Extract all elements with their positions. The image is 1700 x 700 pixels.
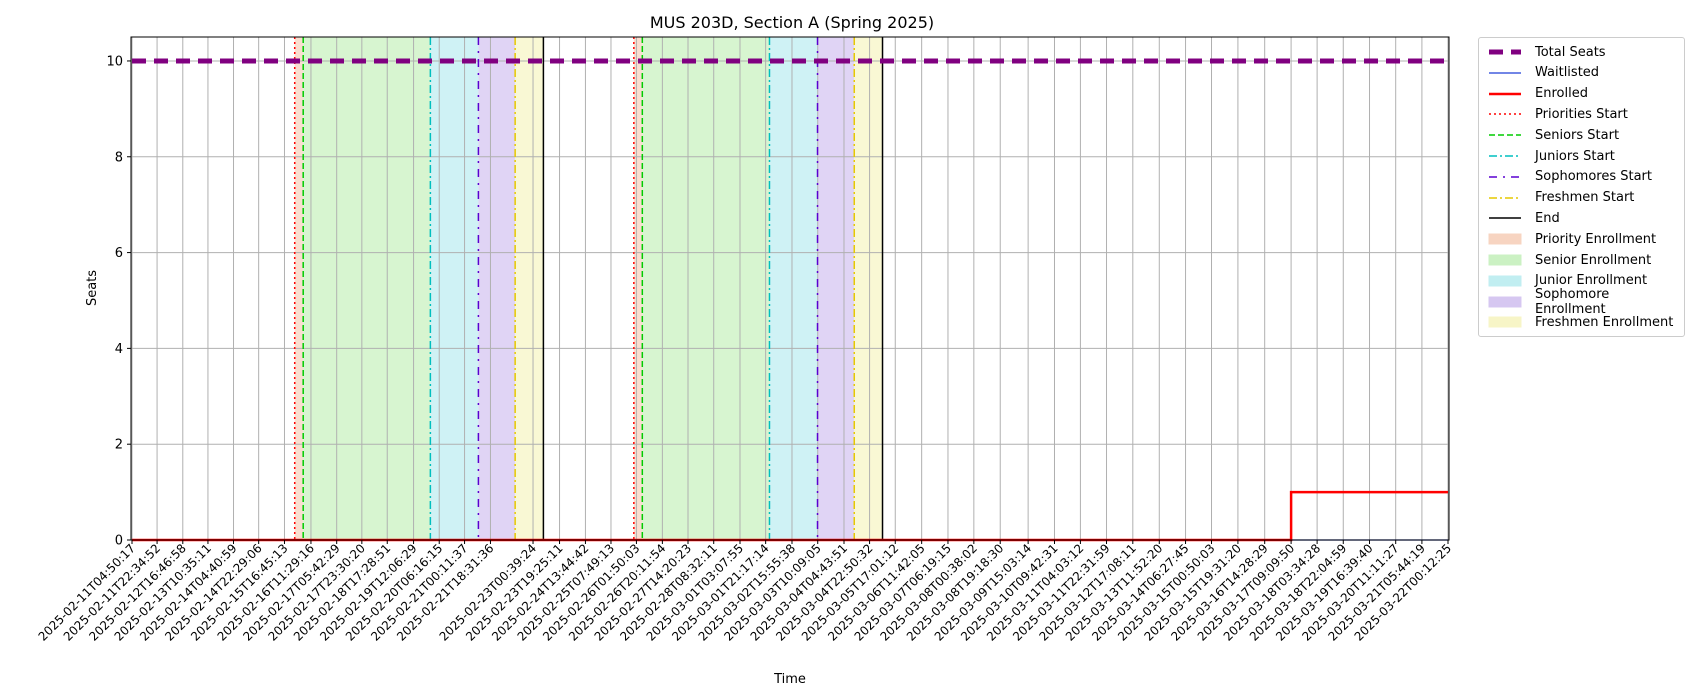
span-3 [478, 37, 516, 540]
legend-swatch [1488, 275, 1522, 287]
x-axis-ticks: 2025-02-11T04:50:172025-02-11T22:34:5220… [36, 540, 1454, 644]
legend-label: Freshmen Enrollment [1535, 314, 1674, 330]
ytick-label-4: 8 [115, 150, 123, 165]
span-3 [817, 37, 855, 540]
legend-item: Seniors Start [1487, 125, 1619, 145]
legend-label: Seniors Start [1535, 127, 1620, 143]
legend-item: Total Seats [1487, 42, 1606, 62]
legend-swatch [1489, 176, 1521, 178]
x-axis-label: Time [773, 672, 806, 687]
span-4 [515, 37, 544, 540]
plot-frame [130, 36, 1450, 541]
legend-item: Freshmen Enrollment [1487, 312, 1673, 332]
legend-item: Juniors Start [1487, 146, 1615, 166]
legend-item: Freshmen Start [1487, 188, 1634, 208]
span-1 [642, 37, 770, 540]
legend-swatch [1489, 92, 1521, 95]
legend-label: Enrolled [1535, 86, 1588, 102]
span-4 [854, 37, 883, 540]
legend-label: Junior Enrollment [1535, 273, 1648, 289]
legend-item: Enrolled [1487, 84, 1588, 104]
span-2 [769, 37, 818, 540]
legend-label: End [1535, 210, 1560, 226]
ytick-label-0: 0 [115, 534, 123, 549]
legend: Total Seats Waitlisted Enrolled Priorities … [1478, 37, 1685, 337]
grid [131, 37, 1449, 541]
legend-swatch [1488, 233, 1522, 245]
ytick-label-3: 6 [115, 246, 123, 261]
legend-swatch [1489, 49, 1521, 55]
legend-swatch [1489, 196, 1521, 199]
legend-label: Freshmen Start [1535, 190, 1635, 206]
enrollment-spans [294, 37, 883, 540]
span-2 [430, 37, 479, 540]
legend-item: Waitlisted [1487, 63, 1599, 83]
legend-item: Junior Enrollment [1487, 271, 1647, 291]
legend-swatch [1488, 254, 1522, 266]
legend-swatch [1489, 217, 1521, 220]
legend-item: Sophomore Enrollment [1487, 287, 1684, 317]
legend-swatch [1488, 296, 1522, 308]
phase-markers [293, 37, 884, 540]
ytick-label-2: 4 [115, 342, 123, 357]
legend-item: End [1487, 208, 1560, 228]
legend-swatch [1489, 113, 1521, 116]
legend-label: Priority Enrollment [1535, 231, 1657, 247]
chart-title: MUS 203D, Section A (Spring 2025) [650, 13, 934, 32]
legend-swatch [1489, 134, 1521, 136]
y-axis-ticks: 0 2 4 6 8 10 [106, 54, 131, 549]
legend-swatch [1489, 72, 1521, 74]
y-axis-label: Seats [85, 270, 100, 306]
legend-label: Senior Enrollment [1535, 252, 1652, 268]
legend-swatch [1489, 155, 1521, 157]
ytick-label-5: 10 [106, 54, 123, 69]
legend-label: Sophomore Enrollment [1534, 286, 1610, 317]
legend-label: Priorities Start [1535, 106, 1628, 122]
legend-item: Senior Enrollment [1487, 250, 1651, 270]
legend-swatch [1488, 316, 1522, 328]
span-0 [294, 37, 304, 540]
span-1 [303, 37, 431, 540]
span-0 [633, 37, 643, 540]
legend-label: Total Seats [1535, 44, 1606, 60]
legend-label: Juniors Start [1535, 148, 1615, 164]
legend-item: Priority Enrollment [1487, 229, 1656, 249]
legend-label: Waitlisted [1535, 65, 1600, 81]
legend-item: Sophomores Start [1487, 167, 1652, 187]
legend-item: Priorities Start [1487, 104, 1628, 124]
legend-label: Sophomores Start [1535, 169, 1652, 185]
ytick-label-1: 2 [115, 438, 123, 453]
